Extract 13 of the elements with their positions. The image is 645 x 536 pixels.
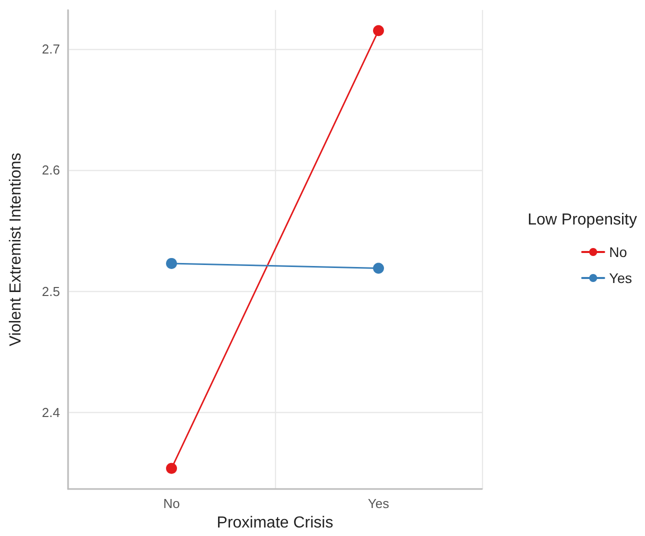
y-tick-label: 2.6: [42, 162, 60, 178]
point: [373, 25, 384, 36]
y-axis-title: Violent Extremist Intentions: [8, 152, 24, 346]
legend-label: No: [609, 244, 628, 260]
point: [373, 262, 384, 274]
y-tick-label: 2.7: [42, 41, 60, 56]
legend-label: Yes: [609, 270, 632, 286]
x-axis-title: Proximate Crisis: [216, 514, 334, 532]
legend-title: Low Propensity: [528, 212, 637, 228]
y-tick-label: 2.4: [42, 405, 60, 420]
point: [166, 258, 177, 269]
y-tick-label: 2.5: [42, 284, 60, 299]
point: [166, 462, 177, 474]
